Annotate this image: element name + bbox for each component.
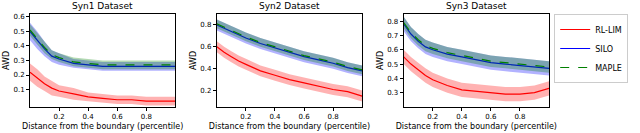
svg-text:RL-LIM: RL-LIM: [595, 26, 622, 35]
svg-text:0.4: 0.4: [13, 42, 25, 50]
svg-text:0.8: 0.8: [141, 113, 152, 121]
svg-text:SILO: SILO: [595, 45, 613, 54]
svg-text:AWD: AWD: [376, 51, 385, 70]
svg-text:0.6: 0.6: [387, 46, 399, 54]
svg-text:0.4: 0.4: [200, 65, 212, 73]
svg-text:AWD: AWD: [2, 51, 11, 70]
svg-text:0.1: 0.1: [13, 86, 24, 94]
svg-text:0.6: 0.6: [112, 113, 124, 121]
svg-text:Distance from the boundary (pe: Distance from the boundary (percentile): [209, 122, 370, 131]
svg-text:0.8: 0.8: [387, 18, 398, 26]
svg-text:Syn3 Dataset: Syn3 Dataset: [446, 1, 507, 11]
svg-text:0.8: 0.8: [514, 113, 525, 121]
svg-text:0.4: 0.4: [269, 113, 281, 121]
svg-text:Distance from the boundary (pe: Distance from the boundary (percentile): [396, 122, 557, 131]
svg-text:0.2: 0.2: [240, 113, 251, 121]
svg-text:0.2: 0.2: [427, 113, 438, 121]
svg-text:0.2: 0.2: [13, 71, 24, 79]
svg-text:0.6: 0.6: [485, 113, 497, 121]
svg-text:0.3: 0.3: [387, 89, 398, 97]
svg-text:Syn2 Dataset: Syn2 Dataset: [259, 1, 320, 11]
svg-text:0.4: 0.4: [456, 113, 468, 121]
svg-text:Syn1 Dataset: Syn1 Dataset: [72, 1, 133, 11]
svg-text:0.6: 0.6: [200, 43, 212, 51]
svg-text:0.2: 0.2: [53, 113, 64, 121]
svg-text:AWD: AWD: [189, 51, 198, 70]
svg-text:MAPLE: MAPLE: [595, 64, 622, 73]
svg-text:0.8: 0.8: [200, 21, 211, 29]
svg-text:Distance from the boundary (pe: Distance from the boundary (percentile): [22, 122, 183, 131]
svg-text:0.6: 0.6: [298, 113, 310, 121]
svg-text:0.7: 0.7: [387, 32, 398, 40]
svg-text:0.6: 0.6: [13, 13, 25, 21]
svg-text:0.4: 0.4: [83, 113, 95, 121]
svg-text:0.5: 0.5: [13, 28, 24, 36]
svg-text:0.3: 0.3: [13, 57, 24, 65]
svg-text:0.4: 0.4: [387, 75, 399, 83]
svg-text:0.8: 0.8: [328, 113, 339, 121]
svg-text:0.5: 0.5: [387, 61, 398, 69]
svg-text:0.2: 0.2: [200, 87, 211, 95]
